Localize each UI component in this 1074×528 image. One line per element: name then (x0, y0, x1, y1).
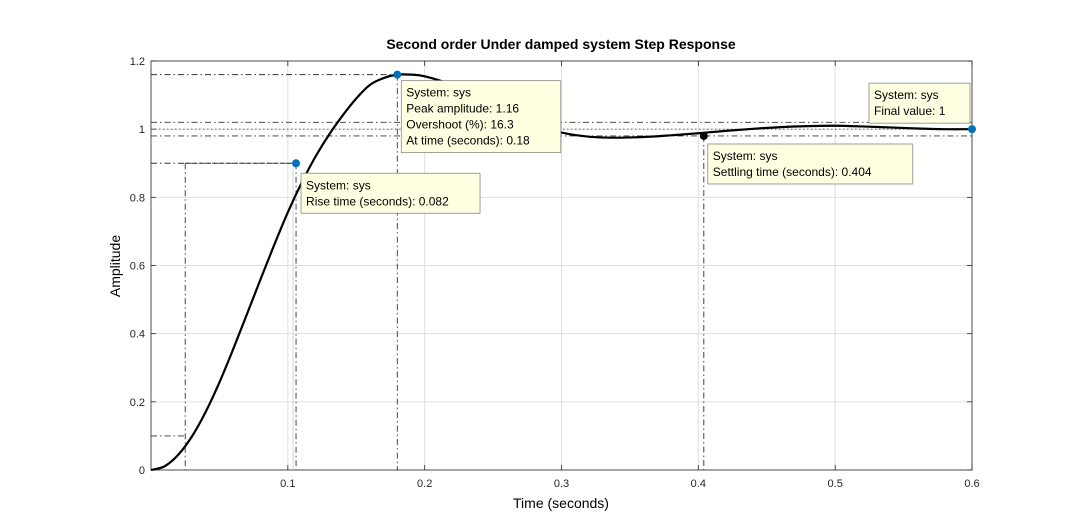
datatip-line: System: sys (406, 86, 471, 100)
x-tick-label: 0.2 (417, 478, 432, 490)
datatip-line: System: sys (874, 88, 939, 102)
chart-title: Second order Under damped system Step Re… (386, 36, 736, 52)
plot-area: 0.1 0.2 0.3 0.4 0.5 0.6 0 0.2 0.4 0.6 0.8 1 1.2 Syste… (130, 56, 980, 490)
datatip-marker-peak (393, 70, 402, 79)
datatip-line: Final value: 1 (874, 104, 946, 118)
y-axis-label: Amplitude (107, 235, 123, 297)
datatip-settling: System: sys Settling time (seconds): 0.40… (707, 143, 914, 185)
x-tick-label: 0.6 (964, 478, 979, 490)
datatip-line: Peak amplitude: 1.16 (406, 102, 519, 116)
y-tick-label: 0.4 (130, 329, 145, 341)
y-tick-label: 0.8 (130, 192, 145, 204)
datatip-line: Rise time (seconds): 0.082 (306, 194, 449, 208)
x-tick-label: 0.4 (691, 478, 706, 490)
datatip-marker-final (968, 125, 976, 134)
datatip-box (400, 80, 562, 154)
datatip-marker-settling (699, 131, 708, 140)
x-tick-label: 0.3 (554, 478, 569, 490)
datatip-box (868, 82, 971, 124)
y-tick-label: 0 (139, 465, 145, 477)
datatip-peak: System: sys Peak amplitude: 1.16 Overshoot… (400, 80, 562, 154)
y-tick-label: 0.2 (130, 397, 145, 409)
x-tick-label: 0.5 (828, 478, 843, 490)
step-response-line (150, 73, 973, 472)
x-axis-label: Time (seconds) (513, 495, 609, 511)
y-tick-label: 0.6 (130, 261, 145, 273)
y-tick-label: 1.2 (130, 56, 145, 68)
datatip-marker-rise (292, 159, 301, 168)
datatip-line: System: sys (306, 178, 371, 192)
x-tick-label: 0.1 (280, 478, 295, 490)
datatip-line: System: sys (713, 149, 778, 163)
datatip-line: At time (seconds): 0.18 (406, 134, 530, 148)
datatip-box (707, 143, 914, 185)
datatip-box (300, 172, 481, 214)
datatip-rise: System: sys Rise time (seconds): 0.082 (300, 172, 481, 214)
datatip-line: Settling time (seconds): 0.404 (713, 165, 872, 179)
datatip-final: System: sys Final value: 1 (868, 82, 971, 124)
datatip-line: Overshoot (%): 16.3 (406, 118, 514, 132)
y-tick-label: 1 (139, 124, 145, 136)
